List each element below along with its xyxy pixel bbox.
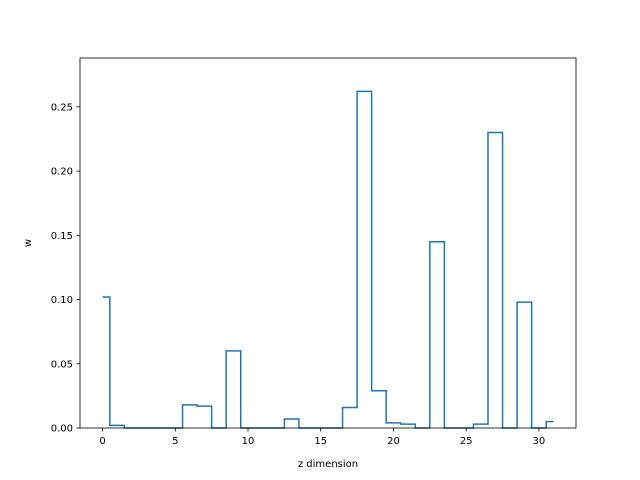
x-axis: 0 5 10 15 20 25 30: [99, 428, 545, 447]
y-tick-label: 0.00: [51, 424, 73, 435]
x-axis-label: z dimension: [298, 459, 358, 470]
plot-area: [102, 90, 554, 429]
x-tick-label: 30: [533, 436, 546, 447]
x-tick-label: 10: [242, 436, 255, 447]
y-axis: 0.00 0.05 0.10 0.15 0.20 0.25: [51, 102, 80, 435]
series-line-0: [102, 90, 554, 429]
x-tick-label: 20: [387, 436, 400, 447]
y-axis-label: w: [23, 239, 34, 247]
x-tick-label: 25: [460, 436, 473, 447]
x-tick-label: 5: [172, 436, 178, 447]
y-tick-label: 0.10: [51, 295, 73, 306]
y-tick-label: 0.05: [51, 359, 73, 370]
x-tick-label: 0: [99, 436, 105, 447]
y-tick-label: 0.25: [51, 102, 73, 113]
y-tick-label: 0.20: [51, 167, 73, 178]
axes-frame: [79, 57, 577, 429]
x-tick-label: 15: [314, 436, 327, 447]
y-tick-label: 0.15: [51, 231, 73, 242]
